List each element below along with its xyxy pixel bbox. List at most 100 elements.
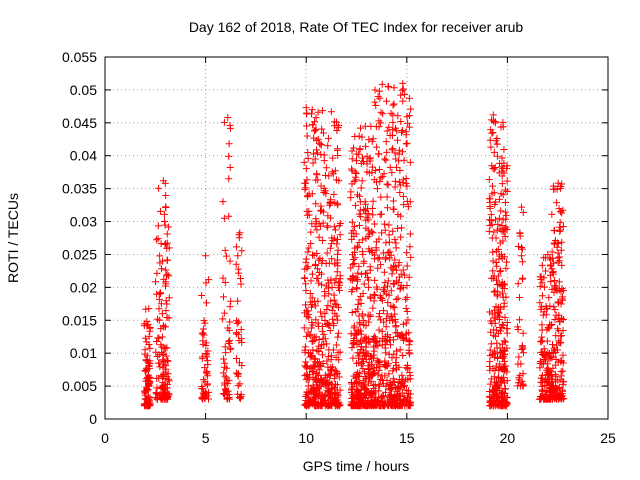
data-point: [498, 172, 506, 180]
data-point: [348, 388, 356, 396]
data-point: [325, 172, 333, 180]
data-point: [232, 260, 240, 268]
data-point: [395, 150, 403, 158]
data-point: [390, 350, 398, 358]
data-point: [499, 389, 507, 397]
data-point: [320, 330, 328, 338]
data-point: [353, 150, 361, 158]
data-point: [354, 300, 362, 308]
data-point: [544, 368, 552, 376]
data-point: [381, 372, 389, 380]
data-point: [514, 325, 522, 333]
data-point: [329, 303, 337, 311]
data-point: [364, 233, 372, 241]
data-point: [352, 176, 360, 184]
data-point: [487, 340, 495, 348]
data-point: [226, 344, 234, 352]
data-point: [163, 272, 171, 280]
data-point: [392, 295, 400, 303]
data-point: [391, 256, 399, 264]
data-point: [371, 251, 379, 259]
data-point: [306, 290, 314, 298]
data-point: [154, 235, 162, 243]
data-point: [548, 375, 556, 383]
data-point: [489, 257, 497, 265]
data-point: [302, 301, 310, 309]
data-point: [313, 377, 321, 385]
data-point: [404, 119, 412, 127]
data-point: [358, 270, 366, 278]
data-point: [327, 395, 335, 403]
data-point: [315, 366, 323, 374]
data-point: [376, 309, 384, 317]
data-point: [493, 384, 501, 392]
data-point: [391, 391, 399, 399]
data-point: [349, 383, 357, 391]
data-point: [502, 215, 510, 223]
data-point: [379, 380, 387, 388]
data-point: [492, 258, 500, 266]
data-point: [383, 310, 391, 318]
data-point: [348, 344, 356, 352]
data-point: [405, 394, 413, 402]
data-point: [164, 392, 172, 400]
data-point: [500, 226, 508, 234]
data-point: [205, 395, 213, 403]
data-point: [398, 379, 406, 387]
data-point: [388, 146, 396, 154]
data-point: [384, 204, 392, 212]
data-point: [142, 305, 150, 313]
data-point: [503, 258, 511, 266]
data-point: [389, 262, 397, 270]
data-point: [406, 243, 414, 251]
data-point: [404, 316, 412, 324]
data-point: [539, 394, 547, 402]
data-point: [334, 246, 342, 254]
data-point: [364, 205, 372, 213]
data-point: [405, 337, 413, 345]
data-point: [516, 316, 524, 324]
data-point: [553, 287, 561, 295]
data-point: [389, 111, 397, 119]
data-point: [487, 126, 495, 134]
data-point: [155, 295, 163, 303]
data-point: [355, 402, 363, 410]
data-point: [381, 155, 389, 163]
data-point: [503, 319, 511, 327]
data-point: [143, 322, 151, 330]
data-point: [307, 239, 315, 247]
data-point: [385, 238, 393, 246]
data-point: [404, 401, 412, 409]
data-point: [306, 353, 314, 361]
data-point: [554, 298, 562, 306]
data-point: [336, 231, 344, 239]
data-point: [162, 266, 170, 274]
data-point: [145, 305, 153, 313]
data-point: [234, 370, 242, 378]
data-point: [375, 254, 383, 262]
data-point: [317, 361, 325, 369]
data-point: [238, 247, 246, 255]
data-point: [157, 240, 165, 248]
data-point: [362, 142, 370, 150]
data-point: [326, 244, 334, 252]
data-point: [145, 373, 153, 381]
data-point: [487, 328, 495, 336]
data-point: [497, 327, 505, 335]
data-point: [201, 319, 209, 327]
data-point: [385, 370, 393, 378]
data-point: [548, 248, 556, 256]
data-point: [399, 266, 407, 274]
data-point: [352, 230, 360, 238]
data-point: [370, 290, 378, 298]
data-point: [349, 340, 357, 348]
data-point: [309, 361, 317, 369]
data-point: [357, 184, 365, 192]
data-point: [362, 224, 370, 232]
data-point: [331, 310, 339, 318]
data-point: [399, 97, 407, 105]
data-point: [538, 371, 546, 379]
data-point: [370, 297, 378, 305]
data-point: [490, 272, 498, 280]
data-point: [313, 384, 321, 392]
